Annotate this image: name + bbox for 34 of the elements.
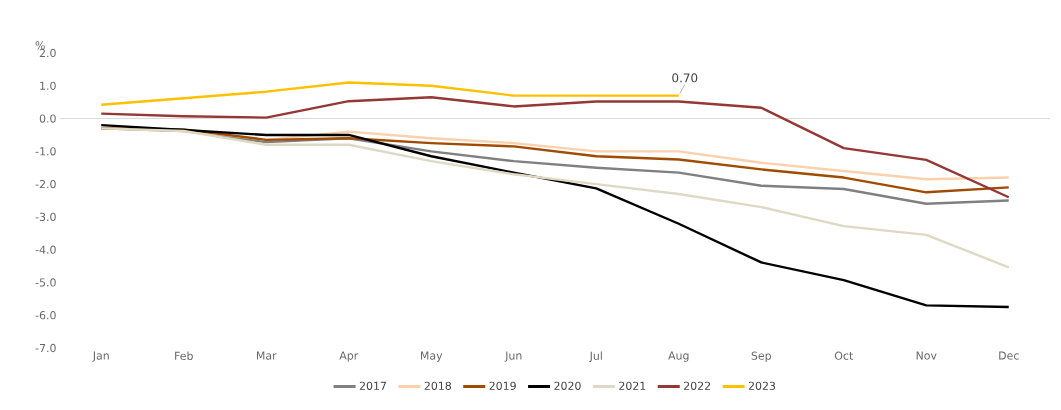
x-tick-label: Apr [339, 351, 359, 362]
legend-label: 2023 [748, 381, 776, 390]
x-tick-label: Sep [751, 351, 771, 362]
y-tick-label: -5.0 [35, 278, 56, 287]
x-tick-label: Jul [589, 351, 602, 363]
line-series [100, 123, 1010, 309]
x-tick-label: Aug [668, 351, 689, 362]
y-tick-label: -4.0 [35, 245, 56, 254]
y-tick-label: 2.0 [39, 48, 56, 58]
line-series [100, 96, 1010, 199]
line-series [100, 127, 1010, 269]
legend-label: 2019 [489, 381, 516, 390]
x-tick-label: May [421, 351, 443, 362]
y-tick-label: -2.0 [35, 179, 56, 189]
x-tick-label: Oct [834, 351, 853, 360]
x-tick-label: Jan [92, 351, 109, 362]
y-tick-label: -3.0 [35, 212, 56, 222]
x-tick-label: Jun [504, 351, 522, 362]
legend-label: 2020 [554, 381, 581, 390]
y-axis-title: % [35, 41, 45, 50]
x-tick-label: Nov [916, 351, 937, 360]
y-tick-label: 1.0 [40, 81, 56, 90]
y-tick-label: -7.0 [35, 343, 56, 353]
y-tick-label: -6.0 [35, 311, 56, 320]
x-tick-label: Dec [999, 351, 1019, 360]
legend-label: 2018 [424, 381, 452, 390]
x-tick-label: Feb [175, 351, 193, 360]
legend-label: 2017 [359, 381, 386, 390]
y-tick-label: -1.0 [35, 147, 56, 156]
x-tick-label: Mar [257, 351, 277, 360]
legend-label: 2022 [684, 381, 711, 390]
legend-label: 2021 [619, 381, 646, 390]
data-label: 0.70 [672, 73, 698, 83]
y-tick-label: 0.0 [39, 114, 56, 123]
